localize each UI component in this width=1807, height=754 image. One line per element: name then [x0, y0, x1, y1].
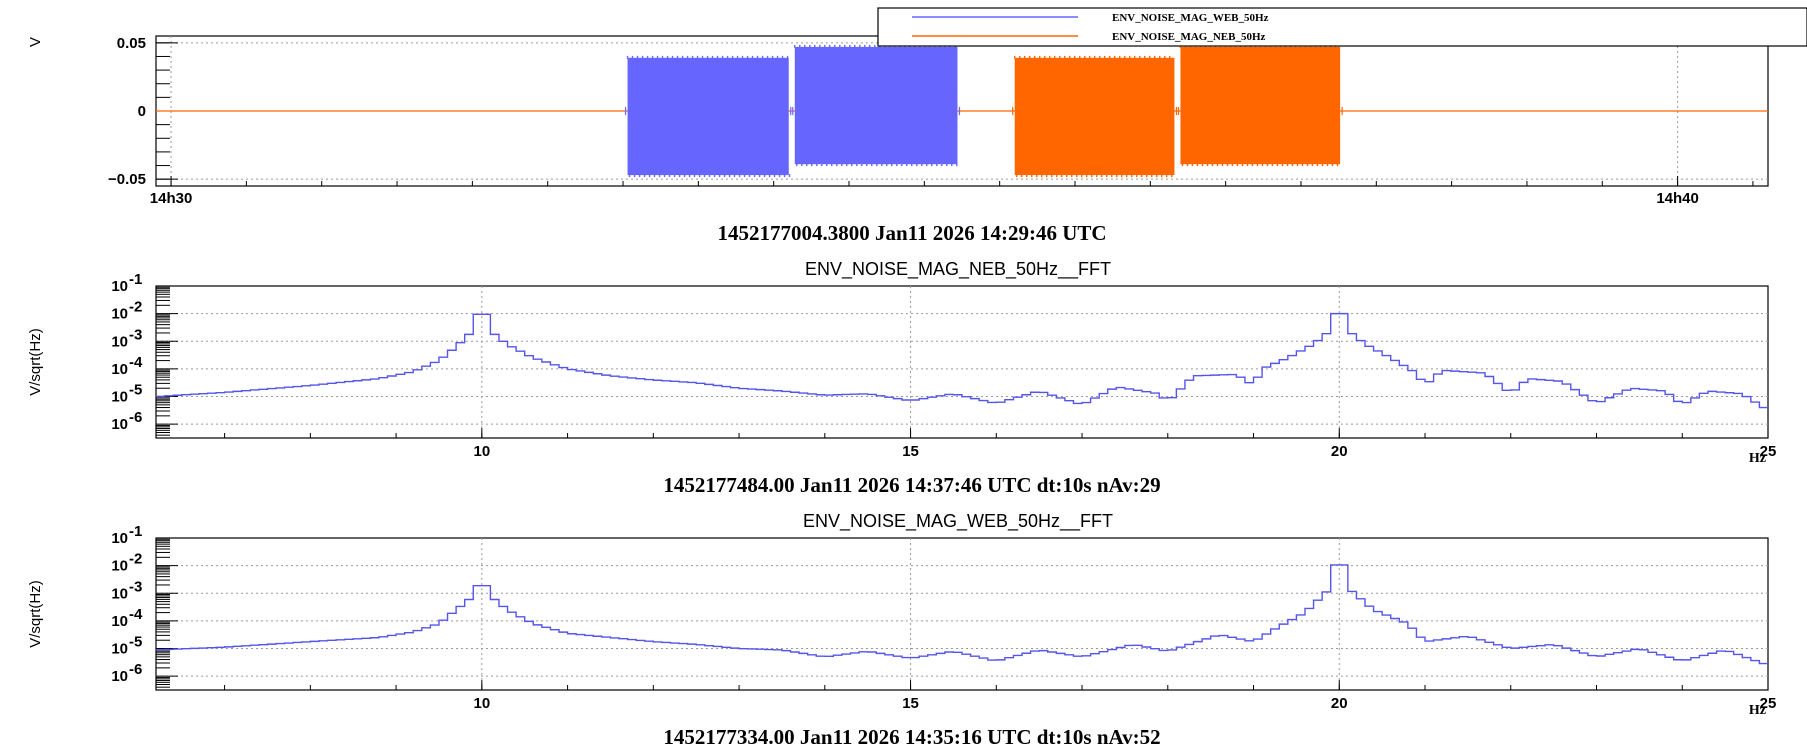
neb-ytick-label-2: 10 [111, 333, 128, 350]
legend-label-web: ENV_NOISE_MAG_WEB_50Hz [1112, 12, 1269, 24]
web-fft-grid [156, 538, 1768, 690]
legend-label-neb: ENV_NOISE_MAG_NEB_50Hz [1112, 31, 1266, 43]
neb-fft-ylabel: V/sqrt(Hz) [27, 328, 44, 396]
legend-box [877, 7, 1807, 47]
neb-fft-xlabel: Hz [1749, 451, 1766, 466]
web-fft-title: ENV_NOISE_MAG_WEB_50Hz__FFT [803, 511, 1113, 532]
series-1-block-0-edge [1014, 55, 1173, 178]
time-series-caption: 1452177004.3800 Jan11 2026 14:29:46 UTC [717, 221, 1106, 245]
neb-fft-frame [155, 285, 1769, 439]
web-fft-ticks: 10 -110 -210 -310 -410 -510 -610 15 20 25 [111, 523, 1776, 712]
neb-ytick-exp-5: -6 [129, 409, 142, 426]
web-ytick-exp-5: -6 [129, 661, 142, 678]
web-xtick-label-3: 25 [1760, 695, 1777, 712]
web-xtick-label-2: 20 [1331, 695, 1348, 712]
web-ytick-label-5: 10 [111, 668, 128, 685]
web-ytick-label-4: 10 [111, 641, 128, 658]
neb-fft-panel: ENV_NOISE_MAG_NEB_50Hz__FFT 10-110-210-3… [27, 259, 1776, 497]
web-ytick-exp-1: -2 [129, 551, 142, 568]
time-ytick-label-1: 0 [138, 103, 146, 120]
neb-ytick-exp-3: -4 [129, 354, 143, 371]
web-fft-ylabel: V/sqrt(Hz) [27, 580, 44, 648]
series-0-block-0-edge [626, 55, 791, 178]
time-ytick-label-2: −0.05 [108, 171, 146, 188]
series-0-block-0 [627, 57, 789, 176]
web-ytick-label-2: 10 [111, 585, 128, 602]
neb-xtick-label-2: 20 [1331, 443, 1348, 460]
time-series-marks [156, 44, 1768, 178]
web-ytick-exp-2: -3 [129, 578, 142, 595]
web-ytick-label-3: 10 [111, 613, 128, 630]
neb-ytick-label-0: 10 [111, 278, 128, 295]
neb-fft-marks [156, 312, 1768, 409]
web-ytick-exp-0: -1 [129, 523, 142, 540]
neb-ytick-label-1: 10 [111, 306, 128, 323]
web-ytick-label-1: 10 [111, 558, 128, 575]
series-1-block-0 [1014, 57, 1175, 176]
neb-xtick-label-3: 25 [1760, 443, 1777, 460]
neb-fft-title: ENV_NOISE_MAG_NEB_50Hz__FFT [805, 259, 1111, 280]
web-fft-frame [155, 537, 1769, 691]
web-ytick-exp-4: -5 [129, 634, 142, 651]
web-ytick-exp-3: -4 [129, 606, 143, 623]
web-xtick-label-0: 10 [473, 695, 490, 712]
time-ytick-label-0: 0.05 [117, 35, 146, 52]
neb-ytick-label-5: 10 [111, 416, 128, 433]
neb-fft-ticks: 10 -110 -210 -310 -410 -510 -610 15 20 25 [111, 271, 1776, 460]
web-ytick-label-0: 10 [111, 530, 128, 547]
neb-ytick-exp-2: -3 [129, 326, 142, 343]
web-fft-panel: ENV_NOISE_MAG_WEB_50Hz__FFT 10-110-210-3… [27, 511, 1776, 749]
web-fft-marks [156, 564, 1768, 665]
time-xtick-label-1: 14h40 [1656, 190, 1699, 207]
web-fft-xlabel: Hz [1749, 703, 1766, 718]
time-xtick-label-0: 14h30 [150, 190, 193, 207]
neb-xtick-label-1: 15 [902, 443, 919, 460]
legend: ENV_NOISE_MAG_WEB_50Hz ENV_NOISE_MAG_NEB… [877, 7, 1807, 47]
series-1-block-1 [1180, 46, 1341, 165]
series-0-block-1 [794, 46, 958, 165]
neb-ytick-label-4: 10 [111, 389, 128, 406]
neb-ytick-exp-1: -2 [129, 299, 142, 316]
neb-ytick-exp-4: -5 [129, 382, 142, 399]
time-series-ylabel: V [27, 37, 44, 47]
neb-xtick-label-0: 10 [473, 443, 490, 460]
neb-ytick-exp-0: -1 [129, 271, 142, 288]
web-xtick-label-1: 15 [902, 695, 919, 712]
neb-ytick-label-3: 10 [111, 361, 128, 378]
web-spectrum-line [156, 564, 1768, 665]
web-fft-caption: 1452177334.00 Jan11 2026 14:35:16 UTC dt… [663, 725, 1160, 749]
neb-spectrum-line [156, 312, 1768, 409]
neb-fft-caption: 1452177484.00 Jan11 2026 14:37:46 UTC dt… [663, 473, 1160, 497]
